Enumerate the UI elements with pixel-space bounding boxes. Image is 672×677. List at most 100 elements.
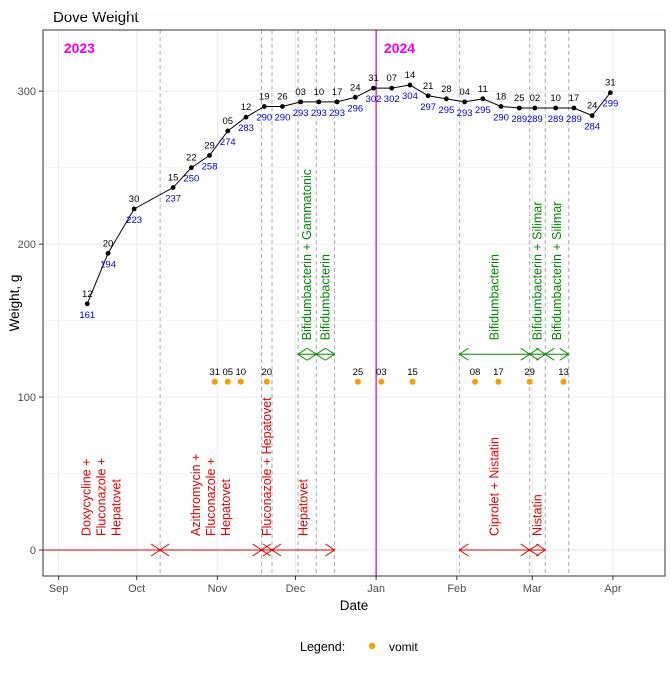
weight-value-label: 296 xyxy=(347,103,363,114)
weight-day-label: 26 xyxy=(277,91,288,102)
weight-day-label: 11 xyxy=(478,84,488,95)
treatment-label: Nistatin xyxy=(530,494,544,536)
treatment-arrowhead xyxy=(159,543,170,557)
weight-day-label: 15 xyxy=(168,173,179,184)
weight-value-label: 290 xyxy=(256,112,272,123)
vomit-day-label: 10 xyxy=(236,367,247,378)
weight-value-label: 194 xyxy=(100,259,116,270)
weight-day-label: 19 xyxy=(259,91,270,102)
x-tick-label: Dec xyxy=(286,583,306,595)
weight-point xyxy=(298,99,304,105)
y-tick-label: 0 xyxy=(30,545,36,557)
y-tick-label: 200 xyxy=(18,239,36,251)
vomit-point xyxy=(224,378,231,385)
plot-panel xyxy=(43,30,665,576)
x-tick-label: Nov xyxy=(208,583,228,595)
treatment-label: Hepatovet xyxy=(296,478,310,536)
weight-point xyxy=(84,301,90,307)
y-axis-title: Weight, g xyxy=(7,275,22,332)
treatment-label: Bifidumbacterin + Silimar xyxy=(530,202,544,341)
weight-value-label: 289 xyxy=(566,114,582,125)
vomit-point xyxy=(526,378,533,385)
treatment-label: Bifidumbacterin xyxy=(488,254,502,340)
weight-value-label: 290 xyxy=(275,112,291,123)
weight-value-label: 289 xyxy=(548,114,564,125)
vomit-day-label: 31 xyxy=(209,367,220,378)
weight-point xyxy=(607,90,613,96)
weight-point xyxy=(207,153,212,158)
x-tick-label: Mar xyxy=(523,583,542,595)
weight-day-label: 28 xyxy=(441,84,452,95)
vomit-day-label: 25 xyxy=(353,367,364,378)
weight-value-label: 289 xyxy=(527,114,543,125)
vomit-day-label: 08 xyxy=(470,367,481,378)
weight-day-label: 24 xyxy=(587,101,598,112)
weight-day-label: 07 xyxy=(386,73,397,84)
treatment-arrowhead xyxy=(260,543,271,557)
weight-value-label: 293 xyxy=(311,108,327,119)
x-tick-label: Oct xyxy=(128,583,145,595)
year-label: 2023 xyxy=(64,40,95,56)
vomit-point xyxy=(211,378,218,385)
legend-item-label: vomit xyxy=(389,640,418,654)
treatment-label: Azithromycin +Fluconazole +Hepatovet xyxy=(189,454,233,536)
legend-key-vomit xyxy=(368,642,376,650)
x-tick-label: Feb xyxy=(447,583,466,595)
treatment-arrowhead xyxy=(559,347,570,361)
weight-point xyxy=(589,113,595,119)
weight-value-label: 293 xyxy=(293,108,309,119)
weight-value-label: 161 xyxy=(79,310,95,321)
weight-point xyxy=(261,104,267,109)
weight-day-label: 20 xyxy=(103,238,114,249)
weight-point xyxy=(462,99,468,105)
vomit-point xyxy=(263,378,270,385)
weight-day-label: 12 xyxy=(241,102,252,113)
weight-day-label: 10 xyxy=(550,93,561,104)
treatment-label: Doxycycline +Fluconazole +Hepatovet xyxy=(80,458,124,536)
treatment-label: Bifidumbacterin + Gammatonic xyxy=(300,169,314,340)
treatment-arrowhead xyxy=(544,347,555,361)
weight-point xyxy=(243,114,249,120)
vomit-day-label: 03 xyxy=(376,367,387,378)
weight-value-label: 302 xyxy=(366,94,382,105)
weight-value-label: 290 xyxy=(493,112,509,123)
weight-value-label: 304 xyxy=(402,91,418,102)
weight-point xyxy=(532,105,538,111)
y-tick-label: 300 xyxy=(18,86,36,98)
weight-point xyxy=(516,105,522,111)
y-tick-label: 100 xyxy=(18,392,36,404)
treatment-arrowhead xyxy=(297,347,308,361)
weight-value-label: 284 xyxy=(584,122,600,133)
weight-point xyxy=(170,185,176,190)
treatment-arrowhead xyxy=(458,543,469,557)
x-tick-label: Jan xyxy=(367,583,385,595)
weight-day-label: 22 xyxy=(186,153,197,164)
vomit-point xyxy=(378,378,385,385)
weight-point xyxy=(407,82,413,88)
x-axis-title: Date xyxy=(340,598,369,613)
treatment-label: Bifidumbacterin + Silimar xyxy=(550,202,564,341)
legend-title: Legend: xyxy=(300,640,345,654)
weight-day-label: 30 xyxy=(129,194,140,205)
weight-value-label: 289 xyxy=(511,114,527,125)
weight-point xyxy=(498,104,504,109)
weight-day-label: 25 xyxy=(514,93,525,104)
plot-border xyxy=(42,29,666,577)
treatment-arrowhead xyxy=(528,543,539,557)
vomit-point xyxy=(560,378,567,385)
weight-point xyxy=(352,94,358,100)
weight-day-label: 21 xyxy=(423,81,434,92)
chart-title: Dove Weight xyxy=(53,9,139,26)
treatment-arrowhead xyxy=(536,543,547,557)
weight-point xyxy=(188,165,194,171)
weight-value-label: 293 xyxy=(329,108,345,119)
weight-day-label: 31 xyxy=(605,78,616,89)
treatment-arrowhead xyxy=(271,543,282,557)
weight-value-label: 302 xyxy=(384,94,400,105)
treatment-label: Fluconazole + Hepatovet xyxy=(260,397,274,536)
weight-value-label: 295 xyxy=(438,105,454,116)
weight-value-label: 283 xyxy=(238,123,254,134)
weight-day-label: 02 xyxy=(530,93,541,104)
vomit-day-label: 29 xyxy=(524,367,535,378)
